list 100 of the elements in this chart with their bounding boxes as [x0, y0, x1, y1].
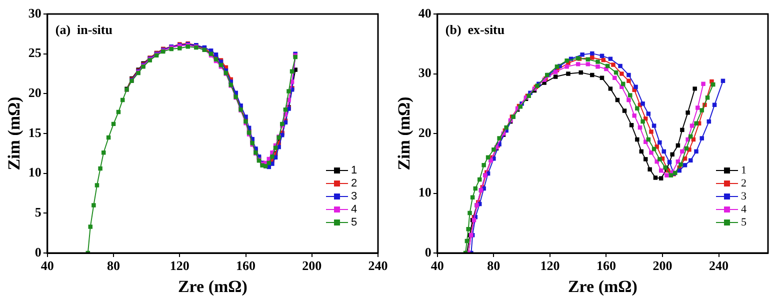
point: [648, 167, 652, 172]
x-tick-label: 240: [709, 258, 729, 274]
point: [632, 113, 636, 118]
point: [664, 173, 669, 178]
point: [711, 82, 716, 87]
point: [497, 136, 502, 140]
point: [686, 110, 690, 115]
point: [580, 52, 584, 57]
point: [596, 60, 600, 64]
y-tick-label: 5: [34, 204, 42, 220]
x-tick-label: 240: [368, 258, 388, 274]
point: [482, 163, 486, 168]
y-tick-label: 15: [28, 124, 42, 140]
point: [178, 46, 182, 50]
point: [214, 52, 218, 57]
point: [586, 62, 590, 66]
point: [608, 86, 613, 91]
point: [286, 89, 291, 94]
x-tick-label: 120: [540, 258, 560, 274]
point: [273, 146, 278, 150]
point: [626, 78, 631, 84]
point: [590, 72, 594, 78]
point: [694, 149, 698, 154]
x-axis-title: Zre (mΩ): [568, 277, 638, 296]
point: [649, 150, 654, 155]
point: [612, 76, 617, 80]
point: [626, 72, 631, 78]
point: [620, 72, 624, 76]
point: [596, 64, 600, 69]
point: [694, 121, 698, 126]
point: [88, 224, 92, 229]
point: [658, 157, 662, 162]
legend-label: 3: [741, 190, 747, 202]
y-axis-title: Zim (mΩ): [394, 96, 414, 170]
point: [270, 154, 274, 159]
point: [653, 176, 658, 180]
annotation: (a) in-situ: [55, 22, 112, 37]
point: [468, 210, 472, 216]
x-tick-label: 40: [430, 258, 444, 274]
point: [94, 183, 100, 188]
legend-label: 5: [741, 216, 747, 228]
point: [608, 56, 613, 61]
point: [705, 96, 710, 100]
y-tick-label: 20: [418, 124, 432, 140]
y-tick-label: 10: [28, 164, 42, 180]
point: [564, 58, 569, 63]
point: [629, 123, 634, 128]
y-tick-label: 25: [28, 45, 42, 60]
point: [92, 203, 96, 208]
point: [466, 226, 470, 232]
point: [626, 98, 631, 102]
point: [628, 93, 632, 98]
point: [700, 136, 704, 140]
legend-label: 4: [741, 203, 747, 216]
legend-label: 1: [351, 164, 358, 177]
point: [618, 64, 622, 68]
point: [682, 163, 688, 168]
point: [668, 173, 674, 178]
point: [553, 74, 558, 79]
x-tick-label: 120: [170, 258, 190, 274]
point: [643, 157, 648, 162]
y-tick-label: 0: [424, 244, 432, 260]
point: [680, 149, 684, 154]
point: [658, 176, 664, 180]
point: [692, 86, 697, 91]
annotation: (b) ex-situ: [445, 22, 505, 37]
point: [646, 112, 651, 116]
point: [622, 108, 627, 113]
point: [640, 102, 645, 106]
point: [564, 64, 569, 69]
point: [492, 148, 496, 152]
x-tick-label: 80: [487, 258, 500, 274]
x-tick-label: 200: [302, 258, 322, 274]
legend-label: 3: [351, 190, 358, 203]
point: [640, 119, 645, 124]
legend-label: 2: [351, 178, 358, 190]
point: [658, 140, 662, 145]
point: [611, 62, 616, 67]
point: [590, 55, 594, 60]
point: [600, 54, 604, 58]
x-tick-label: 160: [236, 258, 256, 274]
point: [712, 102, 717, 107]
y-tick-label: 0: [34, 244, 42, 260]
point: [680, 128, 684, 132]
point: [696, 106, 700, 110]
point: [635, 137, 640, 142]
point: [652, 124, 656, 128]
point: [576, 62, 580, 66]
legend-label: 2: [741, 177, 746, 190]
point: [635, 106, 640, 111]
point: [667, 160, 672, 164]
y-axis-title: Zim (mΩ): [4, 96, 24, 170]
legend-label: 1: [741, 164, 746, 176]
point: [566, 72, 570, 76]
y-tick-label: 20: [28, 85, 42, 100]
x-tick-label: 200: [652, 258, 672, 274]
legend-label: 5: [351, 216, 358, 229]
point: [690, 124, 694, 128]
x-axis-title: Zre (mΩ): [178, 277, 248, 296]
point: [649, 130, 654, 134]
